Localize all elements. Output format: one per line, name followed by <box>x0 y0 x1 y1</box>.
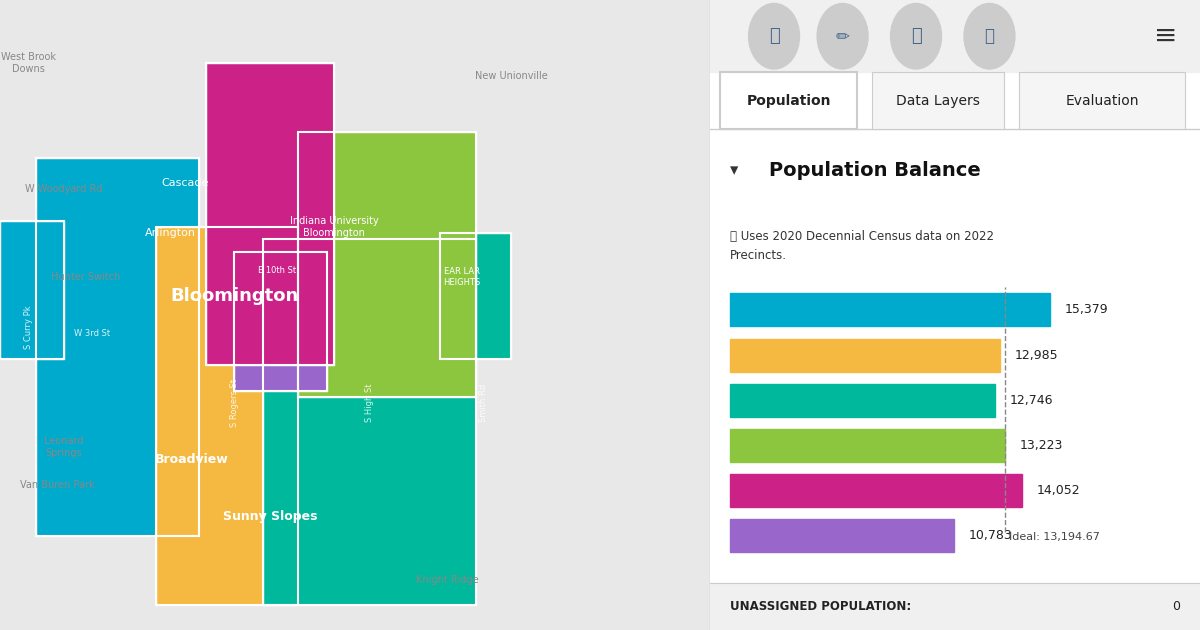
Bar <box>206 63 334 365</box>
Text: 🔍: 🔍 <box>984 27 995 45</box>
Text: ⓘ Uses 2020 Decennial Census data on 2022
Precincts.: ⓘ Uses 2020 Decennial Census data on 202… <box>730 230 994 262</box>
Bar <box>299 132 476 397</box>
Bar <box>263 239 476 605</box>
Text: S Curry Pk: S Curry Pk <box>24 306 32 350</box>
Circle shape <box>817 4 868 69</box>
Bar <box>730 519 954 552</box>
Text: Smith Rd: Smith Rd <box>479 384 487 422</box>
Text: Indiana University
Bloomington: Indiana University Bloomington <box>289 216 378 238</box>
Bar <box>299 132 476 397</box>
Text: ≡: ≡ <box>1154 22 1177 50</box>
Bar <box>156 227 299 605</box>
Circle shape <box>749 4 799 69</box>
Text: 15,379: 15,379 <box>1064 304 1109 316</box>
Text: 12,985: 12,985 <box>1015 348 1058 362</box>
Text: ⧆: ⧆ <box>911 27 922 45</box>
Text: S Rogers St: S Rogers St <box>230 379 239 427</box>
Bar <box>206 63 334 365</box>
Bar <box>0 220 64 359</box>
Bar <box>0 220 64 359</box>
Text: ✋: ✋ <box>769 27 780 45</box>
Bar <box>440 233 511 359</box>
Text: Evaluation: Evaluation <box>1066 94 1139 108</box>
Bar <box>730 474 1022 507</box>
Text: 12,746: 12,746 <box>1010 394 1054 407</box>
Text: New Unionville: New Unionville <box>475 71 548 81</box>
Text: Data Layers: Data Layers <box>896 94 980 108</box>
FancyBboxPatch shape <box>720 72 857 129</box>
Text: Arlington: Arlington <box>145 228 196 238</box>
Bar <box>710 583 1200 630</box>
Text: Bloomington: Bloomington <box>170 287 299 305</box>
Text: Population: Population <box>746 94 830 108</box>
Bar <box>730 338 1000 372</box>
Text: Van Buren Park: Van Buren Park <box>19 480 94 490</box>
Bar <box>730 294 1050 326</box>
Bar <box>730 429 1006 462</box>
Text: ▾: ▾ <box>730 161 738 179</box>
Text: Population Balance: Population Balance <box>769 161 980 180</box>
Text: 14,052: 14,052 <box>1037 484 1081 497</box>
Bar <box>234 252 326 391</box>
Text: Broadview: Broadview <box>155 454 229 466</box>
Bar <box>263 239 476 605</box>
Text: W 3rd St: W 3rd St <box>74 329 110 338</box>
Text: Leonard
Springs: Leonard Springs <box>44 437 84 458</box>
Text: Sunny Slopes: Sunny Slopes <box>223 510 317 523</box>
Text: E 10th St: E 10th St <box>258 266 296 275</box>
Text: 13,223: 13,223 <box>1020 439 1063 452</box>
Text: S High St: S High St <box>365 384 374 423</box>
Text: West Brook
Downs: West Brook Downs <box>1 52 56 74</box>
Bar <box>710 0 1200 72</box>
Text: UNASSIGNED POPULATION:: UNASSIGNED POPULATION: <box>730 600 911 613</box>
FancyBboxPatch shape <box>872 72 1004 129</box>
Bar <box>36 158 199 536</box>
Text: Knight Ridge: Knight Ridge <box>416 575 479 585</box>
Text: 0: 0 <box>1172 600 1181 613</box>
Bar <box>234 252 326 391</box>
Bar <box>730 384 995 416</box>
Bar <box>36 158 199 536</box>
Text: Cascade: Cascade <box>161 178 209 188</box>
Text: W Woodyard Rd: W Woodyard Rd <box>25 184 103 194</box>
Bar <box>440 233 511 359</box>
Text: Hunter Switch: Hunter Switch <box>50 272 120 282</box>
Circle shape <box>964 4 1015 69</box>
Circle shape <box>890 4 942 69</box>
Text: 10,783: 10,783 <box>970 529 1013 542</box>
Text: ✏: ✏ <box>835 27 850 45</box>
Bar <box>156 227 299 605</box>
FancyBboxPatch shape <box>1019 72 1186 129</box>
Text: Ideal: 13,194.67: Ideal: 13,194.67 <box>1009 532 1100 542</box>
Text: EAR LAR
HEIGHTS: EAR LAR HEIGHTS <box>443 268 480 287</box>
